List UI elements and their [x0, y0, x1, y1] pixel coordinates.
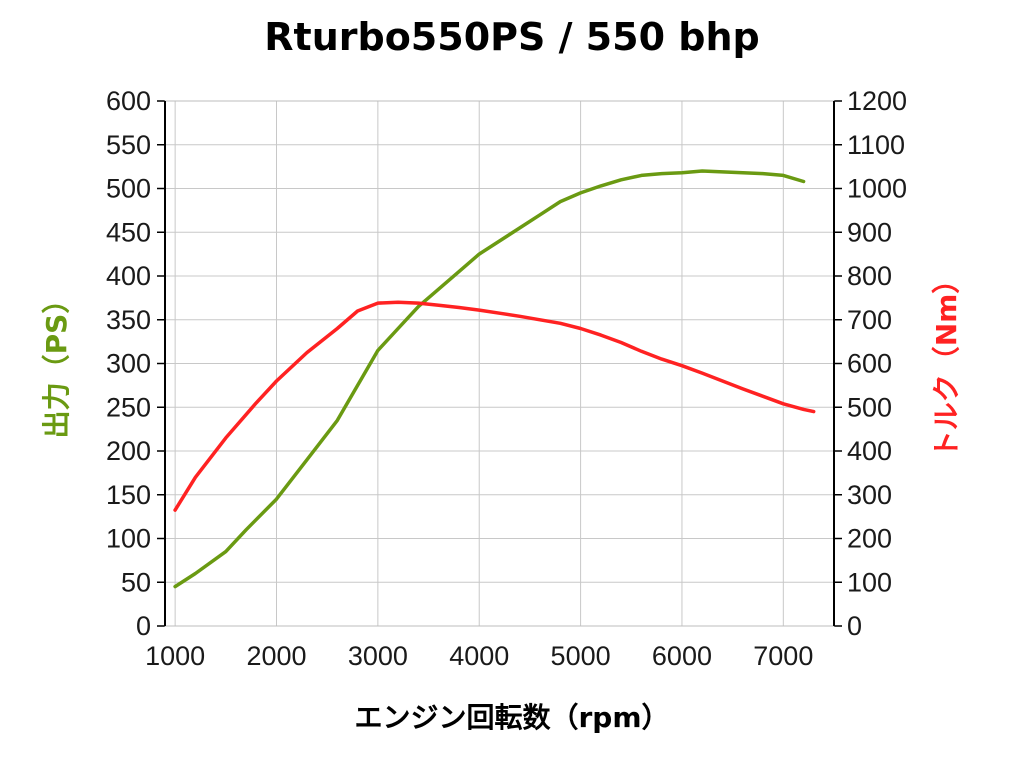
- y-right-tick-label: 900: [847, 217, 892, 247]
- right-y-axis-label: トルク（Nm）: [930, 266, 963, 459]
- y-right-tick-label: 500: [847, 392, 892, 422]
- y-right-tick-label: 100: [847, 567, 892, 597]
- y-left-tick-label: 400: [106, 261, 151, 291]
- y-left-tick-label: 300: [106, 349, 151, 379]
- y-left-tick-label: 250: [106, 392, 151, 422]
- x-tick-label: 7000: [753, 641, 813, 671]
- y-right-tick-label: 1200: [847, 86, 907, 116]
- x-tick-label: 3000: [348, 641, 408, 671]
- left-y-axis-label: 出力（PS）: [40, 286, 73, 439]
- y-left-tick-label: 100: [106, 524, 151, 554]
- y-right-tick-label: 1000: [847, 174, 907, 204]
- y-left-tick-label: 350: [106, 305, 151, 335]
- y-left-tick-label: 500: [106, 174, 151, 204]
- y-left-tick-label: 550: [106, 130, 151, 160]
- power-line: [173, 169, 806, 589]
- y-right-tick-label: 1100: [847, 130, 905, 160]
- y-right-tick-label: 400: [847, 436, 892, 466]
- x-tick-label: 6000: [652, 641, 712, 671]
- y-left-tick-label: 150: [106, 480, 151, 510]
- y-left-tick-label: 450: [106, 217, 151, 247]
- x-tick-label: 2000: [246, 641, 306, 671]
- chart-title: Rturbo550PS / 550 bhp: [264, 15, 759, 59]
- x-tick-label: 1000: [145, 641, 205, 671]
- y-left-tick-label: 50: [121, 567, 151, 597]
- y-left-tick-label: 600: [106, 86, 151, 116]
- x-axis-label: エンジン回転数（rpm）: [354, 701, 669, 734]
- grid: [157, 100, 842, 627]
- series-lines: [173, 169, 816, 589]
- y-right-tick-label: 200: [847, 524, 892, 554]
- y-right-tick-label: 700: [847, 305, 892, 335]
- y-left-tick-label: 200: [106, 436, 151, 466]
- y-right-tick-label: 800: [847, 261, 892, 291]
- x-tick-label: 4000: [449, 641, 509, 671]
- x-tick-label: 5000: [551, 641, 611, 671]
- y-right-tick-label: 0: [847, 611, 862, 641]
- y-right-tick-label: 300: [847, 480, 892, 510]
- y-left-tick-label: 0: [136, 611, 151, 641]
- torque-line: [173, 300, 816, 512]
- y-right-tick-label: 600: [847, 349, 892, 379]
- tick-labels: 0501001502002503003504004505005506000100…: [106, 86, 907, 671]
